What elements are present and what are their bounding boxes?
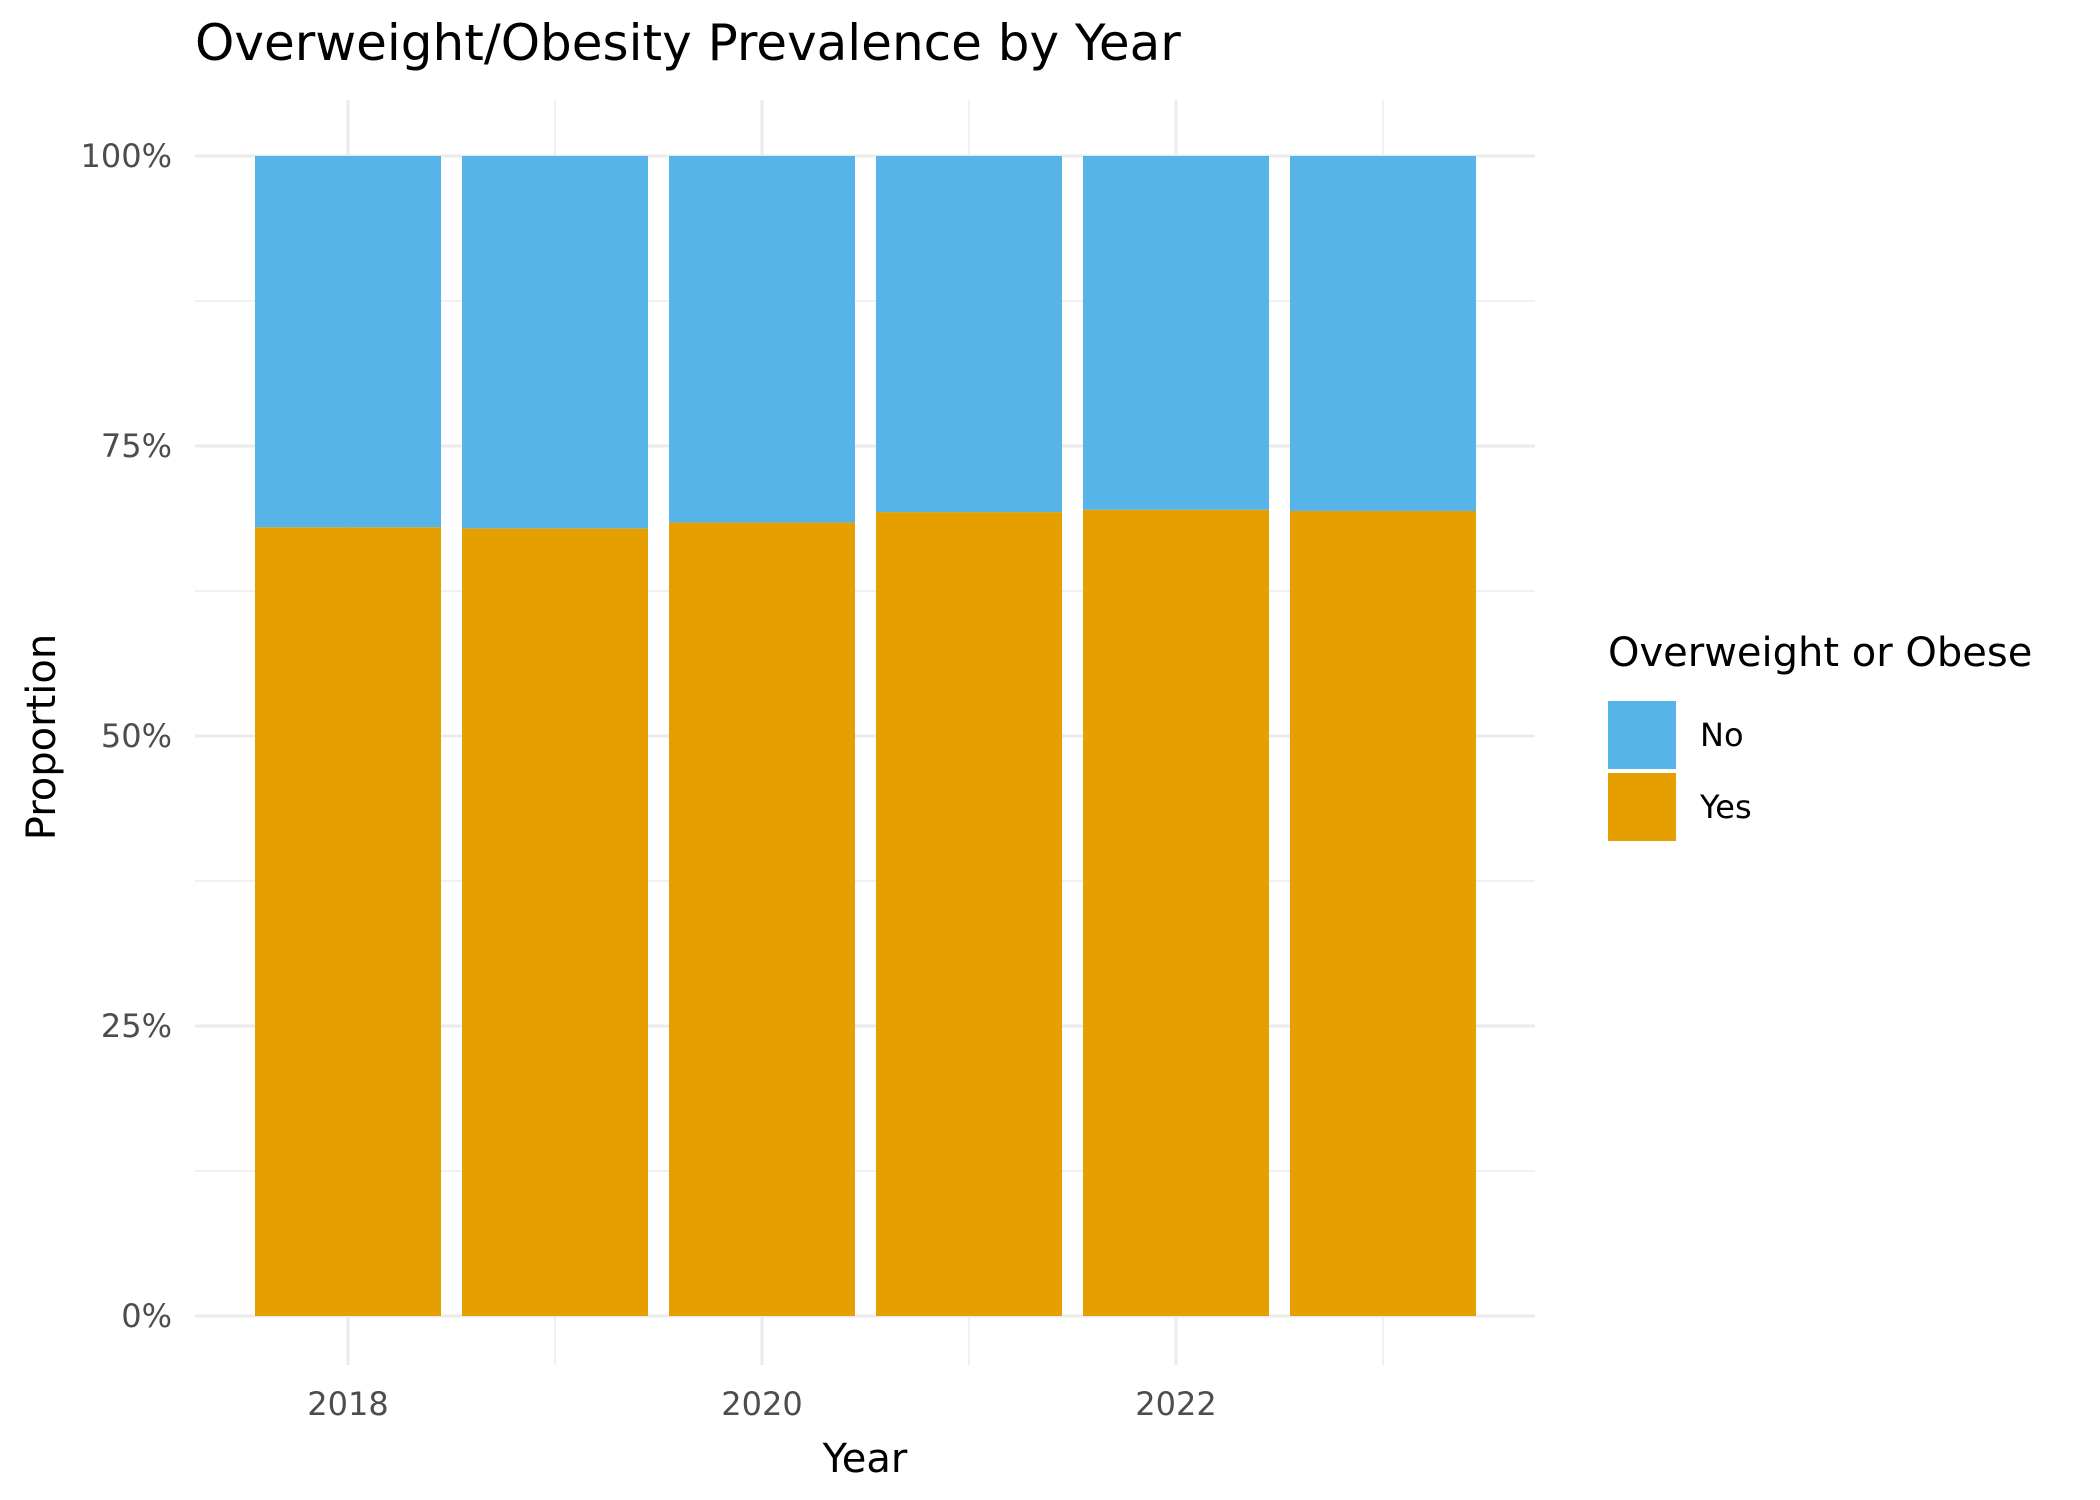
x-tick-label: 2022 [1135,1385,1216,1423]
bar-no-2019 [462,156,648,529]
legend: Overweight or Obese No Yes [1608,630,2032,841]
legend-label-no: No [1700,716,1744,754]
chart-title: Overweight/Obesity Prevalence by Year [195,14,1181,72]
y-tick-label: 50% [101,717,172,755]
bar-no-2023 [1290,156,1476,511]
legend-key-yes [1608,773,1676,841]
y-tick-label: 0% [121,1297,172,1335]
bar-yes-2023 [1290,510,1476,1317]
bar-yes-2019 [462,528,648,1316]
legend-key-no [1608,701,1676,769]
y-tick-label: 75% [101,427,172,465]
bar-yes-2021 [876,512,1062,1316]
bar-yes-2022 [1083,509,1269,1316]
y-axis-title: Proportion [19,634,65,840]
x-axis-title: Year [822,1436,908,1482]
x-axis-ticks: 2018 2020 2022 [307,1385,1216,1423]
bars [255,156,1476,1317]
y-tick-label: 25% [101,1007,172,1045]
bar-no-2018 [255,156,441,528]
legend-title: Overweight or Obese [1608,630,2032,676]
bar-no-2022 [1083,156,1269,510]
bar-yes-2018 [255,527,441,1316]
bar-yes-2020 [669,522,855,1316]
bar-no-2021 [876,156,1062,513]
x-tick-label: 2020 [721,1385,802,1423]
legend-label-yes: Yes [1699,788,1752,826]
y-tick-label: 100% [81,137,172,175]
y-axis-ticks: 0% 25% 50% 75% 100% [81,137,172,1335]
bar-no-2020 [669,156,855,523]
x-tick-label: 2018 [307,1385,388,1423]
